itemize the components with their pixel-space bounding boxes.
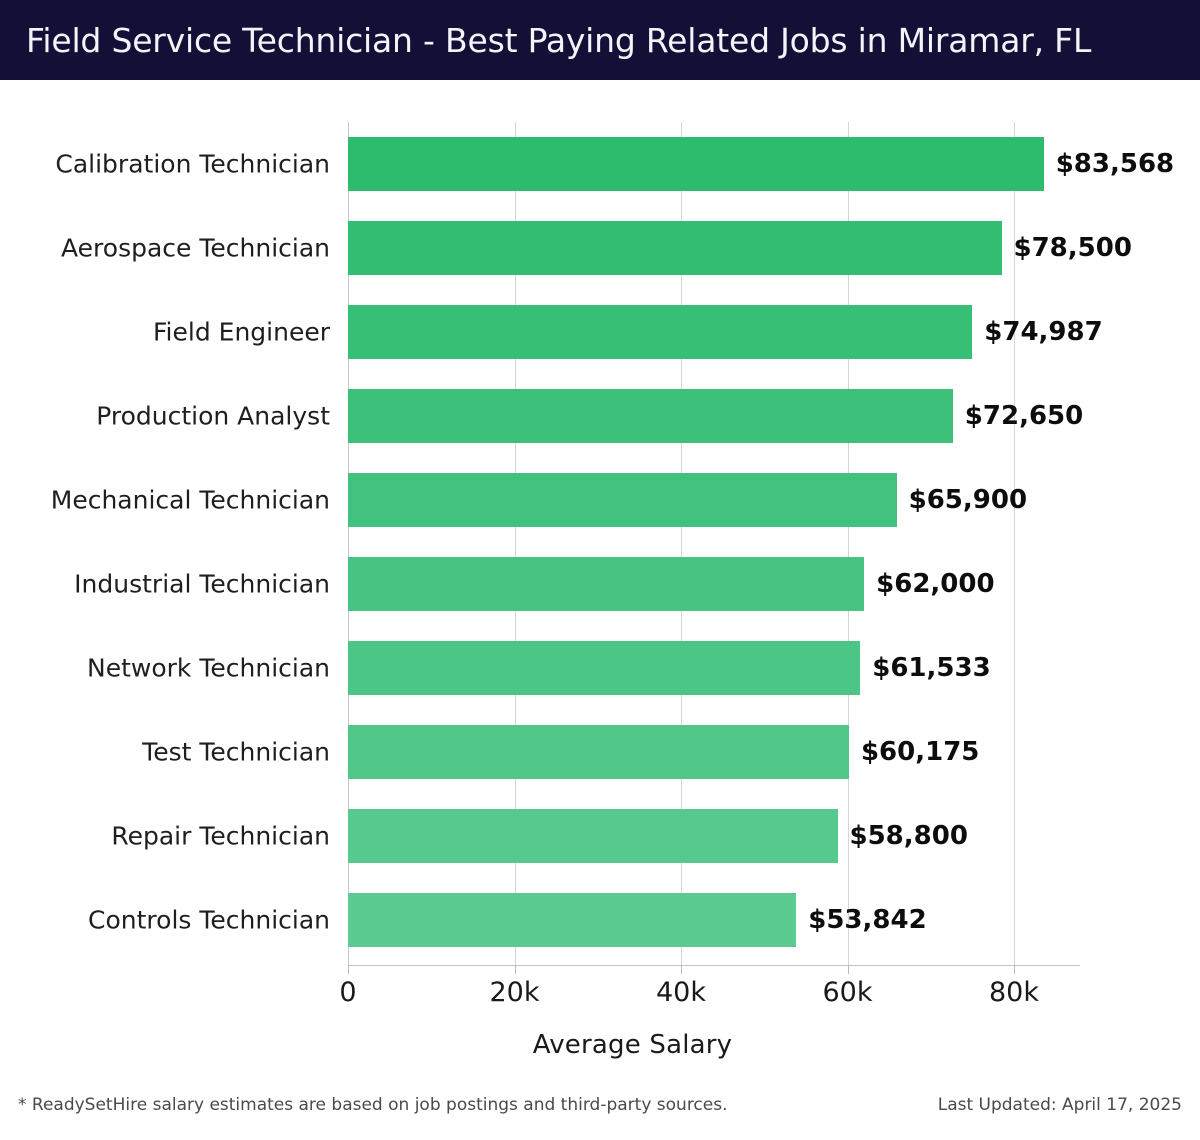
bar-value-label: $65,900 — [908, 485, 1028, 515]
x-tick-mark-80k — [1014, 965, 1015, 974]
chart-plot-wrapper: Calibration Technician $83,568 Aerospace T… — [0, 80, 1200, 1140]
x-tick-mark-60k — [847, 965, 849, 974]
gridline-20k — [514, 122, 516, 965]
bar[interactable] — [348, 389, 953, 443]
page-title: Field Service Technician - Best Paying R… — [26, 20, 1092, 60]
bar-row[interactable]: Repair Technician $58,800 — [0, 794, 1200, 878]
category-label: Field Engineer — [153, 317, 330, 347]
bar-value-label: $83,568 — [1055, 149, 1175, 179]
x-tick-mark-0 — [348, 965, 349, 974]
gridline-60k — [847, 122, 849, 965]
gridline-0 — [348, 122, 349, 965]
gridline-40k — [681, 122, 682, 965]
category-label: Network Technician — [87, 653, 330, 683]
bar-row[interactable]: Test Technician $60,175 — [0, 710, 1200, 794]
bar-value-label: $53,842 — [808, 905, 927, 935]
bar-value-label: $62,000 — [876, 569, 995, 599]
gridline-80k — [1014, 122, 1015, 965]
bar-row[interactable]: Network Technician $61,533 — [0, 626, 1200, 710]
x-tick-label: 40k — [656, 977, 706, 1008]
bar-value-label: $60,175 — [860, 737, 980, 767]
category-label: Test Technician — [142, 737, 330, 767]
bar-row[interactable]: Aerospace Technician $78,500 — [0, 206, 1200, 290]
bar[interactable] — [348, 893, 797, 947]
bar-row[interactable]: Controls Technician $53,842 — [0, 878, 1200, 962]
footer-last-updated: Last Updated: April 17, 2025 — [937, 1095, 1182, 1115]
x-axis-title: Average Salary — [0, 1030, 1200, 1060]
bar-row[interactable]: Production Analyst $72,650 — [0, 374, 1200, 458]
bar-row[interactable]: Calibration Technician $83,568 — [0, 122, 1200, 206]
x-axis-line — [348, 965, 1080, 966]
bar[interactable] — [348, 557, 865, 611]
x-tick-label: 20k — [489, 977, 540, 1008]
bar-value-label: $78,500 — [1013, 233, 1132, 263]
category-label: Production Analyst — [96, 401, 330, 431]
bar[interactable] — [348, 305, 973, 359]
category-label: Industrial Technician — [74, 569, 330, 599]
bar-row[interactable]: Mechanical Technician $65,900 — [0, 458, 1200, 542]
x-tick-label: 80k — [989, 977, 1039, 1008]
bar[interactable] — [348, 137, 1044, 191]
category-label: Repair Technician — [111, 821, 330, 851]
x-tick-label: 0 — [339, 977, 357, 1008]
x-axis-title-label: Average Salary — [532, 1030, 733, 1060]
bar[interactable] — [348, 221, 1002, 275]
bar-value-label: $58,800 — [849, 821, 968, 851]
category-label: Aerospace Technician — [61, 233, 330, 263]
bar-row[interactable]: Field Engineer $74,987 — [0, 290, 1200, 374]
bar[interactable] — [348, 473, 897, 527]
bar[interactable] — [348, 725, 849, 779]
bar-value-label: $72,650 — [964, 401, 1084, 431]
category-label: Mechanical Technician — [50, 485, 330, 515]
bar[interactable] — [348, 809, 838, 863]
title-bar: Field Service Technician - Best Paying R… — [0, 0, 1200, 80]
x-tick-mark-20k — [514, 965, 516, 974]
x-tick-label: 60k — [822, 977, 873, 1008]
footer-disclaimer: * ReadySetHire salary estimates are base… — [18, 1095, 728, 1115]
bar-row[interactable]: Industrial Technician $62,000 — [0, 542, 1200, 626]
category-label: Controls Technician — [88, 905, 330, 935]
bar-value-label: $74,987 — [984, 317, 1103, 347]
x-tick-mark-40k — [681, 965, 682, 974]
bar-value-label: $61,533 — [872, 653, 991, 683]
bar[interactable] — [348, 641, 861, 695]
category-label: Calibration Technician — [55, 149, 330, 179]
footer: * ReadySetHire salary estimates are base… — [0, 1095, 1200, 1140]
